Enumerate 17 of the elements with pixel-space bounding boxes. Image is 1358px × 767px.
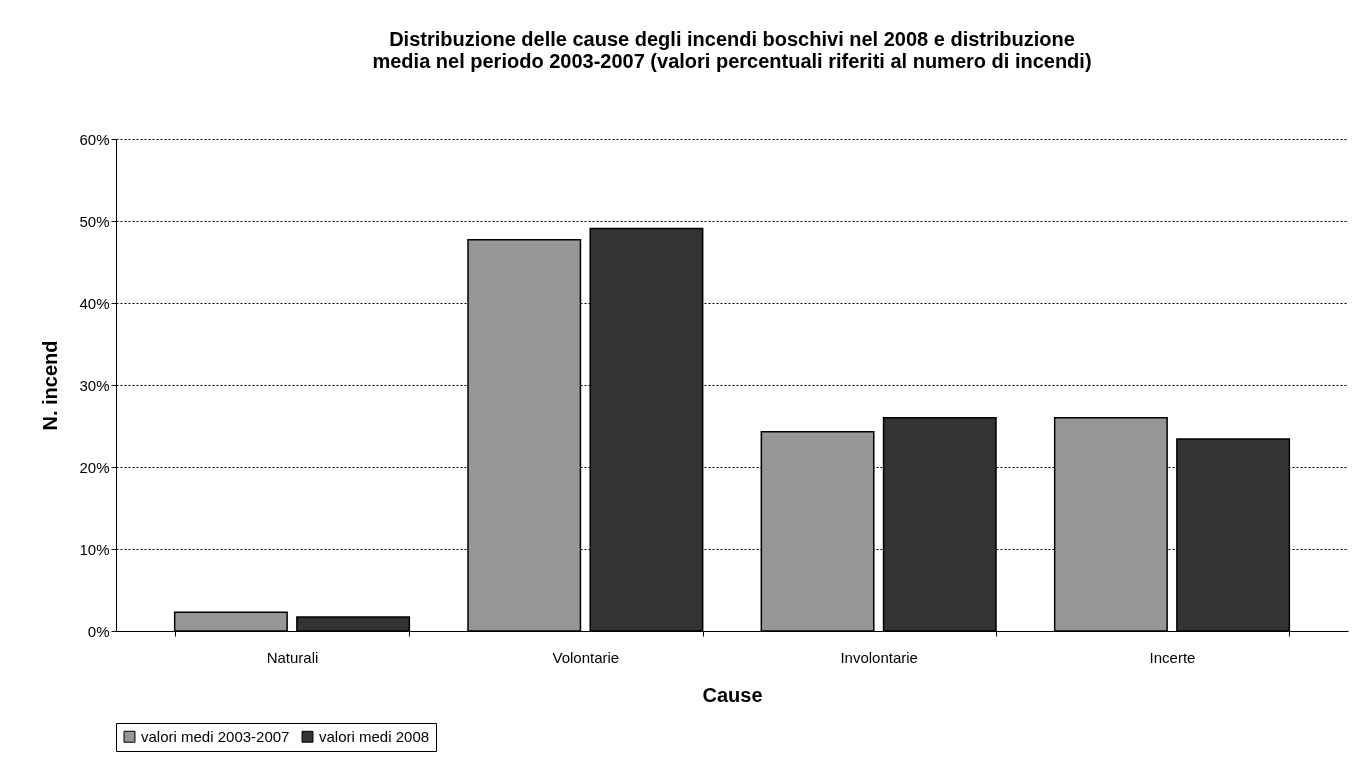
y-tick-label: 20%: [79, 458, 110, 476]
y-axis-title: N. incend: [39, 340, 62, 431]
y-tick-label: 0%: [87, 622, 110, 640]
x-tick-label: Involontarie: [840, 648, 918, 666]
y-tick-label: 50%: [79, 212, 110, 230]
y-tick-label: 30%: [79, 376, 110, 394]
y-tick-label: 60%: [79, 130, 110, 148]
text: Distribuzione delle cause degli incendi boschivi nel 2008 e distribuzione: [389, 28, 1075, 50]
legend-label: valori medi 2008: [319, 727, 430, 745]
y-tick-label: 10%: [79, 540, 110, 558]
legend-label: valori medi 2003-2007: [141, 727, 290, 745]
text: media nel periodo 2003-2007 (valori percentuali riferiti al numero di incendi): [372, 50, 1092, 72]
y-tick-label: 40%: [79, 294, 110, 312]
x-axis-title: Cause: [702, 683, 763, 706]
x-tick-label: Incerte: [1149, 648, 1196, 666]
x-tick-label: Naturali: [266, 648, 319, 666]
x-tick-label: Volontarie: [552, 648, 620, 666]
